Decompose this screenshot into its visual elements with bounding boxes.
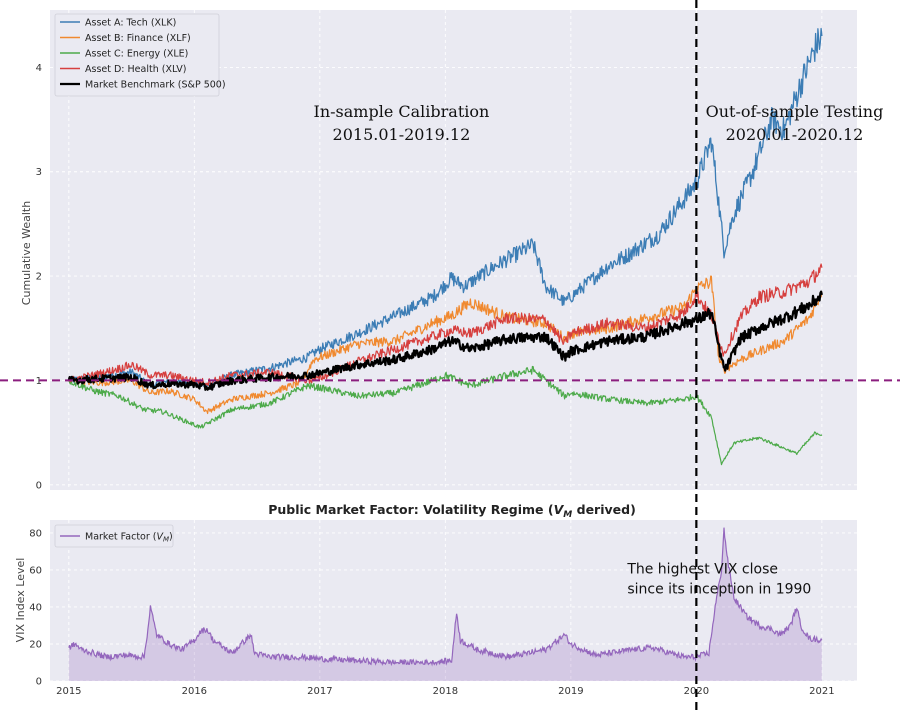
legend-label-2: Asset B: Finance (XLF)	[85, 33, 191, 44]
legend-label-4: Asset D: Health (XLV)	[85, 64, 186, 75]
vix-annotation-line1: The highest VIX close	[626, 562, 778, 578]
x-tick-label: 2019	[558, 686, 583, 697]
volatility-y-tick-label: 60	[29, 565, 42, 576]
x-tick-label: 2015	[56, 686, 81, 697]
out-sample-label-line2: 2020.01-2020.12	[726, 125, 864, 144]
wealth-y-tick-label: 4	[36, 63, 42, 74]
volatility-panel-title: Public Market Factor: Volatility Regime …	[268, 502, 636, 520]
volatility-y-tick-label: 20	[29, 639, 42, 650]
in-sample-label-line2: 2015.01-2019.12	[333, 125, 471, 144]
x-tick-label: 2021	[809, 686, 834, 697]
volatility-y-axis-label: VIX Index Level	[14, 558, 27, 643]
wealth-y-tick-label: 3	[36, 167, 42, 178]
volatility-y-tick-label: 40	[29, 602, 42, 613]
wealth-y-axis-label: Cumulative Wealth	[20, 201, 33, 305]
volatility-legend-label: Market Factor (VM)	[85, 532, 173, 544]
volatility-y-ticks: 0 20 40 60 80	[29, 528, 42, 687]
vix-area-fill	[68, 527, 822, 681]
out-sample-label-line1: Out-of-sample Testing	[706, 102, 884, 121]
wealth-y-tick-label: 1	[36, 376, 42, 387]
wealth-legend-box	[54, 13, 220, 97]
legend-label-5: Market Benchmark (S&P 500)	[85, 80, 226, 91]
wealth-y-tick-label: 0	[36, 480, 42, 491]
wealth-y-tick-label: 2	[36, 272, 42, 283]
volatility-legend-box	[54, 524, 174, 548]
in-sample-label-line1: In-sample Calibration	[314, 102, 490, 121]
vix-annotation-line2: since its inception in 1990	[627, 582, 811, 598]
x-tick-label: 2017	[307, 686, 332, 697]
x-tick-label: 2018	[433, 686, 458, 697]
wealth-annotations: In-sample Calibration 2015.01-2019.12 Ou…	[314, 102, 884, 144]
wealth-legend: Asset A: Tech (XLK) Asset B: Finance (XLF…	[54, 13, 226, 97]
wealth-y-ticks: 0 1 2 3 4	[36, 63, 42, 491]
volatility-y-tick-label: 0	[36, 677, 42, 688]
x-tick-label: 2016	[182, 686, 207, 697]
volatility-legend: Market Factor (VM)	[54, 524, 174, 548]
legend-label-1: Asset A: Tech (XLK)	[85, 18, 176, 29]
wealth-chart: 0 1 2 3 4 Cumulative Wealth In-sample Calibr…	[0, 10, 900, 491]
volatility-x-ticks: 2015201620172018201920202021	[56, 686, 834, 697]
legend-label-3: Asset C: Energy (XLE)	[85, 49, 188, 60]
vix-annotation: The highest VIX close since its inceptio…	[626, 562, 811, 598]
volatility-y-tick-label: 80	[29, 528, 42, 539]
